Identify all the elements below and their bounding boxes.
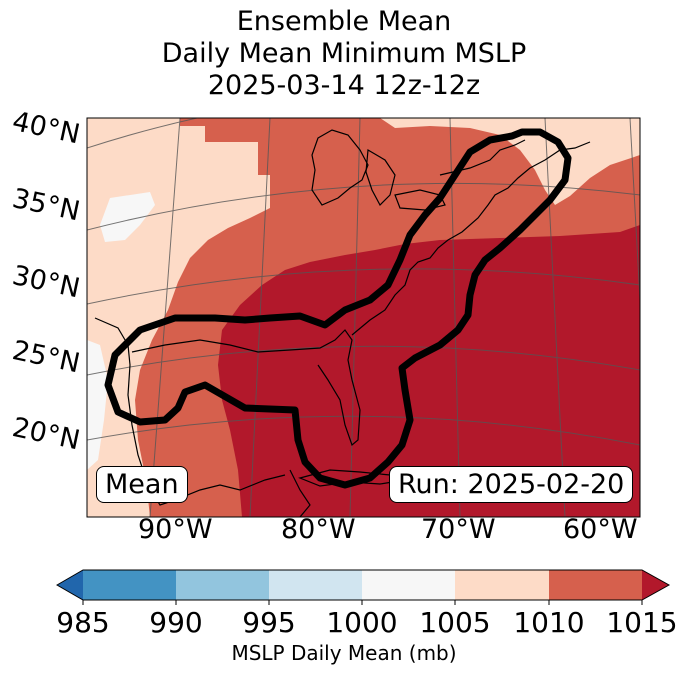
title-line-1: Ensemble Mean: [236, 6, 452, 37]
colorbar-segment-1010-1015: [549, 570, 642, 600]
colorbar-segment-1000-1005: [362, 570, 455, 600]
mean-label: Mean: [96, 466, 188, 503]
colorbar-tick-1010: 1010: [513, 606, 585, 639]
colorbar-label: MSLP Daily Mean (mb): [231, 641, 457, 665]
colorbar-segment-1005-1010: [455, 570, 549, 600]
lon-label-60w: 60°W: [563, 514, 638, 545]
title-line-2: Daily Mean Minimum MSLP: [161, 38, 527, 69]
title-line-3: 2025-03-14 12z-12z: [207, 70, 481, 101]
map-frame: [86, 117, 641, 518]
map-area: [87, 118, 640, 517]
colorbar-tick-1000: 1000: [326, 606, 398, 639]
colorbar-tick-1005: 1005: [419, 606, 491, 639]
mslp-fill-1000-1005-patch: [100, 192, 155, 242]
mslp-contour-outline: [104, 128, 572, 489]
colorbar-tick-1015: 1015: [606, 606, 678, 639]
colorbar: [55, 569, 671, 605]
colorbar-segment-995-1000: [269, 570, 362, 600]
colorbar-ticks: [82, 600, 643, 605]
colorbar-tick-995: 995: [242, 606, 296, 639]
colorbar-tick-990: 990: [149, 606, 203, 639]
lon-label-80w: 80°W: [281, 514, 356, 545]
run-date-label: Run: 2025-02-20: [389, 466, 634, 503]
mslp-fill-1005-1010-northeast: [380, 118, 640, 205]
colorbar-tick-985: 985: [56, 606, 110, 639]
colorbar-under-arrow: [57, 570, 83, 600]
lon-label-70w: 70°W: [421, 514, 496, 545]
colorbar-segment-985-990: [83, 570, 176, 600]
colorbar-segment-990-995: [176, 570, 269, 600]
lon-label-90w: 90°W: [138, 514, 213, 545]
colorbar-over-arrow: [642, 570, 669, 600]
mslp-fill-1000-1005-west: [87, 340, 108, 470]
